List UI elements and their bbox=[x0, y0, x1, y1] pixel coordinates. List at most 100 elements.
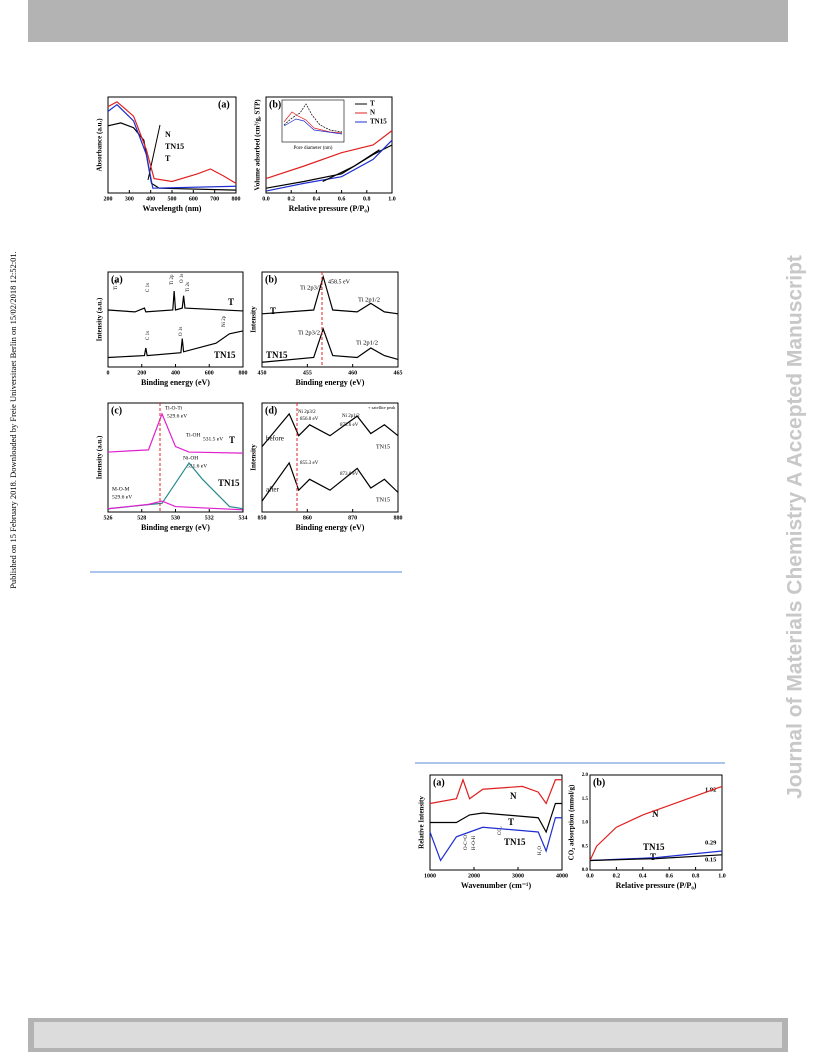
curve bbox=[322, 149, 380, 183]
x-tick-label: 0.0 bbox=[262, 196, 270, 202]
curve bbox=[265, 139, 393, 192]
x-axis-label: Binding energy (eV) bbox=[296, 378, 365, 387]
y-tick-label: 0.5 bbox=[582, 844, 589, 849]
curve bbox=[107, 500, 244, 511]
x-tick-label: 0.4 bbox=[639, 873, 647, 879]
x-tick-label: 526 bbox=[104, 515, 113, 521]
x-tick-label: 0.6 bbox=[665, 873, 673, 879]
panel-label: (b) bbox=[269, 99, 281, 110]
peak-label: C 1s bbox=[146, 283, 151, 292]
annotation: + satellite peak bbox=[368, 405, 396, 410]
x-axis-label: Binding energy (eV) bbox=[141, 523, 210, 532]
annotation: 529.6 eV bbox=[167, 413, 187, 419]
peak-label: Ti 2p bbox=[170, 274, 175, 285]
curve bbox=[589, 854, 723, 862]
annotation: after bbox=[266, 486, 279, 494]
annotation: T bbox=[508, 817, 514, 827]
annotation: TN15 bbox=[643, 842, 665, 852]
annotation: 0.15 bbox=[705, 856, 717, 863]
curve bbox=[107, 330, 244, 359]
peak-label: Ti 3p bbox=[114, 279, 119, 290]
x-tick-label: 850 bbox=[258, 515, 267, 521]
x-tick-label: 0 bbox=[107, 370, 110, 376]
curve bbox=[261, 461, 399, 502]
annotation: T bbox=[270, 306, 276, 316]
annotation: TN15 bbox=[218, 478, 240, 488]
x-tick-label: 4000 bbox=[556, 873, 568, 879]
y-axis-label: Relative Intensity bbox=[418, 796, 426, 849]
x-tick-label: 0.8 bbox=[692, 873, 700, 879]
y-axis-label: Intensity bbox=[250, 444, 258, 471]
header-bar bbox=[28, 0, 788, 42]
curve bbox=[429, 777, 562, 805]
x-tick-label: 200 bbox=[137, 370, 146, 376]
peak-label: Ni 2p bbox=[222, 315, 227, 327]
x-tick-label: 600 bbox=[189, 196, 198, 202]
x-tick-label: 534 bbox=[239, 515, 248, 521]
curve bbox=[107, 290, 244, 313]
x-tick-label: 460 bbox=[348, 370, 357, 376]
curve bbox=[107, 461, 244, 510]
peak-label: C 1s bbox=[146, 331, 151, 340]
x-axis-label: Binding energy (eV) bbox=[141, 378, 210, 387]
panel-label: (b) bbox=[265, 274, 277, 285]
annotations: N TN15 T T N TN15 Pore diameter (nm) Ti … bbox=[112, 100, 717, 864]
annotation: Ti-OH bbox=[186, 432, 200, 438]
legend: T N TN15 bbox=[355, 100, 387, 126]
y-axis-label: Intensity (a.u.) bbox=[96, 435, 104, 479]
x-axis-label: Relative pressure (P/P₀) bbox=[616, 881, 697, 890]
curve bbox=[429, 817, 562, 862]
x-tick-label: 800 bbox=[232, 196, 241, 202]
legend-label: TN15 bbox=[370, 118, 387, 126]
annotation: 0.29 bbox=[705, 839, 717, 846]
y-tick-label: 0.0 bbox=[582, 868, 589, 873]
plot-frame bbox=[261, 402, 399, 513]
y-axis-label: Absorbance (a.u.) bbox=[96, 118, 104, 172]
curve bbox=[430, 802, 562, 834]
x-tick-label: 1.0 bbox=[388, 196, 396, 202]
x-tick-label: 0.0 bbox=[586, 873, 594, 879]
panel-label: (c) bbox=[111, 405, 122, 416]
annotation: T bbox=[229, 435, 235, 445]
sample-label: TN15 bbox=[214, 350, 236, 360]
legend-label: N bbox=[370, 109, 375, 117]
annotation: M-O-M bbox=[112, 486, 130, 492]
annotation: N bbox=[652, 809, 659, 819]
x-tick-label: 1.0 bbox=[718, 873, 726, 879]
curve bbox=[261, 274, 399, 315]
annotation: N bbox=[510, 791, 517, 801]
x-axis-label: Wavenumber (cm⁻¹) bbox=[461, 881, 532, 890]
curve bbox=[107, 101, 237, 184]
annotation: Ni 2p1/2 bbox=[342, 414, 360, 419]
inset-label: Pore diameter (nm) bbox=[294, 146, 333, 151]
annotation: Ni 2p3/2 bbox=[298, 410, 316, 415]
legend-label: TN15 bbox=[165, 142, 184, 151]
x-tick-label: 0.2 bbox=[287, 196, 295, 202]
annotation: Ti-O-Ti bbox=[165, 405, 182, 411]
annotation: Ti 2p3/2 bbox=[300, 284, 322, 291]
annotation: TN15 bbox=[504, 837, 526, 847]
x-tick-label: 400 bbox=[171, 370, 180, 376]
x-tick-label: 200 bbox=[104, 196, 113, 202]
x-tick-label: 870 bbox=[348, 515, 357, 521]
x-tick-label: 700 bbox=[210, 196, 219, 202]
annotation: H-O-H bbox=[472, 835, 477, 850]
peak-label: O 1s bbox=[180, 274, 185, 283]
x-tick-label: 400 bbox=[146, 196, 155, 202]
x-tick-label: 880 bbox=[394, 515, 403, 521]
x-tick-label: 0.6 bbox=[338, 196, 346, 202]
annotation: 529.6 eV bbox=[112, 494, 132, 500]
x-axis-label: Relative pressure (P/P₀) bbox=[289, 204, 370, 213]
x-tick-label: 800 bbox=[239, 370, 248, 376]
y-tick-label: 2.0 bbox=[582, 773, 589, 778]
legend-label: N bbox=[165, 130, 171, 139]
x-axis-label: Binding energy (eV) bbox=[296, 523, 365, 532]
x-tick-label: 450 bbox=[258, 370, 267, 376]
sample-label: T bbox=[228, 297, 234, 307]
annotation: 856.0 eV bbox=[300, 417, 319, 422]
annotation: H₂O bbox=[538, 846, 543, 855]
annotation: Ti 2p1/2 bbox=[358, 296, 380, 303]
annotation: 855.3 eV bbox=[300, 461, 319, 466]
